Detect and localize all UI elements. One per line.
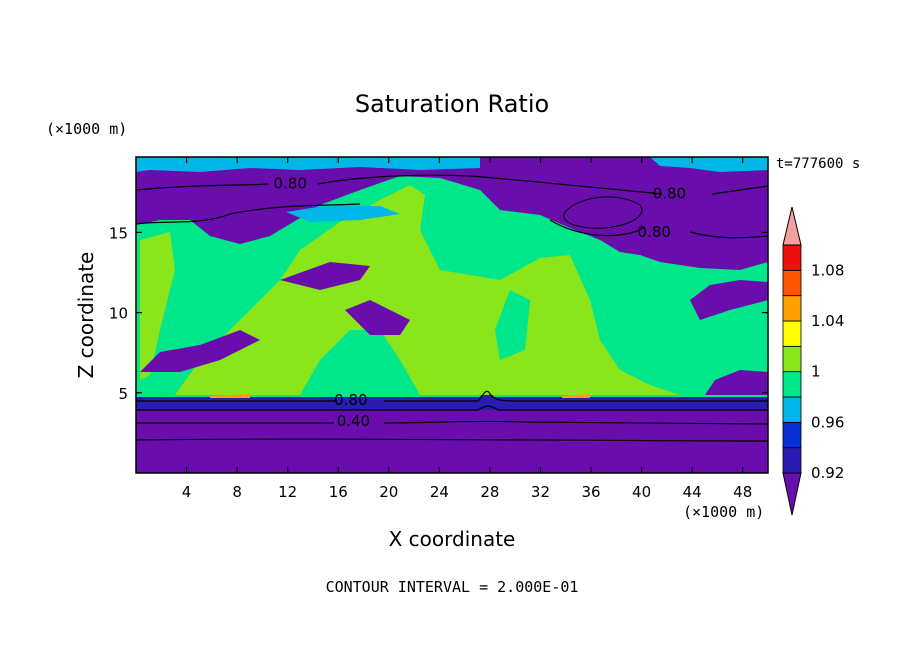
y-axis-ticks: 5 10 15: [109, 224, 768, 403]
colorbar: 0.92 0.96 1 1.04 1.08: [782, 206, 844, 516]
colorbar-swatch: [782, 244, 802, 271]
y-unit-label: (×1000 m): [46, 120, 127, 138]
x-tick-label: 44: [683, 483, 702, 501]
field-top-purple: [136, 157, 768, 270]
colorbar-top-triangle: [782, 206, 802, 246]
field-top-cyan-band: [136, 157, 480, 172]
colorbar-swatch: [782, 371, 802, 398]
x-tick-label: 32: [531, 483, 550, 501]
x-tick-label: 8: [232, 483, 242, 501]
contour-label: 0.80: [274, 175, 307, 193]
field-purple-streak-3: [140, 330, 260, 372]
plot-area: [136, 157, 768, 473]
colorbar-swatch: [782, 396, 802, 423]
field-cyan-patch-right: [650, 157, 768, 172]
contour-ellipse: [563, 196, 643, 229]
x-tick-label: 4: [182, 483, 192, 501]
field-purple-streak-5: [705, 370, 768, 395]
colorbar-swatch: [782, 320, 802, 347]
contour-label: 0.80: [653, 184, 686, 202]
x-tick-label: 16: [329, 483, 348, 501]
x-tick-label: 28: [480, 483, 499, 501]
colorbar-label: 1.04: [811, 312, 844, 330]
colorbar-label: 0.92: [811, 464, 844, 482]
field-purple-streak-4: [690, 280, 768, 320]
field-orange-spot-2: [562, 394, 590, 398]
y-tick-label: 10: [109, 305, 128, 323]
contour-line-4: [136, 405, 768, 411]
chart-title: Saturation Ratio: [355, 90, 549, 118]
contour-line-6: [136, 438, 768, 442]
x-tick-label: 20: [379, 483, 398, 501]
colorbar-swatch: [782, 421, 802, 449]
colorbar-swatch: [782, 295, 802, 322]
x-unit-label: (×1000 m): [683, 503, 764, 521]
contour-label: 0.40: [337, 412, 370, 430]
colorbar-label: 1: [811, 363, 821, 381]
field-lower-blue-band: [136, 386, 768, 410]
colorbar-swatch: [782, 447, 802, 474]
contour-line-2: [136, 203, 768, 239]
colorbar-label: 1.08: [811, 261, 844, 279]
y-axis-label: Z coordinate: [74, 252, 98, 379]
contour-labels: 0.80 0.80 0.80 0.80 0.40: [274, 175, 687, 430]
x-tick-label: 40: [632, 483, 651, 501]
time-label: t=777600 s: [776, 156, 860, 172]
colorbar-label: 0.96: [811, 413, 844, 431]
field-purple-streak-2: [345, 300, 410, 335]
field-green-inset-right: [495, 290, 530, 360]
field-orange-spot-1: [210, 394, 250, 398]
colorbar-bottom-triangle: [782, 472, 802, 516]
x-axis-label: X coordinate: [389, 527, 516, 551]
contour-interval-label: CONTOUR INTERVAL = 2.000E-01: [326, 578, 579, 596]
field-yellow-green-left: [140, 232, 175, 380]
x-tick-label: 48: [733, 483, 752, 501]
plot-frame: [135, 156, 769, 474]
field-green-inset: [300, 330, 420, 395]
contour-line-5: [136, 420, 768, 425]
x-tick-label: 36: [581, 483, 600, 501]
y-tick-label: 15: [109, 224, 128, 242]
x-tick-label: 12: [278, 483, 297, 501]
field-cyan-streak-1: [286, 205, 400, 222]
y-tick-label: 5: [118, 385, 128, 403]
colorbar-swatch: [782, 269, 802, 297]
contour-label: 0.80: [638, 223, 671, 241]
contour-line-1: [136, 174, 768, 195]
colorbar-swatch: [782, 345, 802, 373]
x-tick-label: 24: [430, 483, 449, 501]
field-yellow-green-center: [175, 185, 680, 395]
field-purple-streak-1: [280, 262, 370, 290]
contour-line-3: [136, 390, 768, 402]
x-axis-ticks: 4 8 12 16 20 24 28 32 36 40 44 48: [182, 157, 752, 501]
contour-label: 0.80: [334, 391, 367, 409]
